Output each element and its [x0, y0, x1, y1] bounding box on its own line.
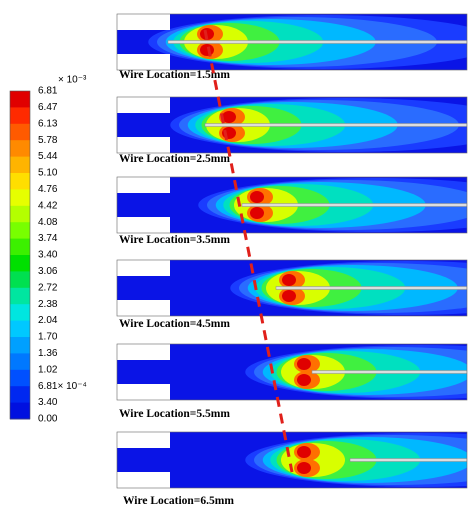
contour-panel [117, 344, 467, 400]
panel-caption: Wire Location=6.5mm [123, 495, 234, 507]
colorbar-band [10, 386, 30, 404]
contour-level [297, 462, 311, 474]
panel-frame [116, 176, 468, 234]
domain-cutout [117, 432, 170, 448]
panel-caption: Wire Location=5.5mm [119, 408, 230, 420]
colorbar-frame [9, 90, 31, 420]
domain-cutout [117, 137, 170, 153]
colorbar-multiplier: × 10⁻³ [58, 75, 87, 86]
contour-level [250, 207, 264, 219]
contour-panel [117, 177, 467, 233]
wire [275, 286, 467, 290]
colorbar-band [10, 173, 30, 190]
wire [349, 458, 467, 462]
colorbar-band [10, 304, 30, 322]
wire [167, 40, 467, 44]
colorbar-label: 4.08 [38, 217, 58, 228]
colorbar-label: 5.78 [38, 135, 58, 146]
colorbar-band [10, 320, 30, 338]
colorbar-label: 1.02 [38, 364, 58, 375]
domain-cutout [117, 177, 170, 193]
colorbar-band [10, 91, 30, 108]
colorbar-band [10, 107, 30, 125]
colorbar-label: 2.38 [38, 299, 58, 310]
colorbar-label: 6.13 [38, 118, 58, 129]
contour-level [297, 374, 311, 386]
colorbar-band [10, 189, 30, 207]
panel-caption: Wire Location=3.5mm [119, 234, 230, 246]
panel-frame [116, 96, 468, 154]
domain-cutout [117, 344, 170, 360]
contour-panel [117, 432, 467, 488]
colorbar-band [10, 205, 30, 223]
wire [204, 123, 467, 127]
colorbar-label: 3.40 [38, 397, 58, 408]
domain-cutout [117, 384, 170, 400]
contour-level [297, 358, 311, 370]
panel-frame [116, 259, 468, 317]
domain-cutout [117, 54, 170, 70]
colorbar-band [10, 238, 30, 256]
colorbar-label: 5.44 [38, 151, 58, 162]
contour-level [222, 111, 236, 123]
panel-frame [116, 13, 468, 71]
wire [241, 203, 467, 207]
colorbar-band [10, 369, 30, 387]
colorbar-label: 5.10 [38, 168, 58, 179]
panel-caption: Wire Location=4.5mm [119, 318, 230, 330]
domain-cutout [117, 14, 170, 30]
colorbar-label: 4.76 [38, 184, 58, 195]
contour-level [282, 290, 296, 302]
domain-cutout [117, 217, 170, 233]
colorbar-label: 1.70 [38, 332, 58, 343]
panel-caption: Wire Location=2.5mm [119, 153, 230, 165]
colorbar-band [10, 123, 30, 141]
colorbar-label: 2.72 [38, 282, 58, 293]
wire-tip-trend-line [203, 29, 294, 473]
panel-frame [116, 343, 468, 401]
colorbar-band [10, 337, 30, 354]
domain-cutout [117, 260, 170, 276]
colorbar-band [10, 255, 30, 272]
contour-level [200, 44, 214, 56]
colorbar-band [10, 140, 30, 158]
colorbar-label: 2.04 [38, 315, 58, 326]
colorbar-label: 3.40 [38, 250, 58, 261]
colorbar: 6.81 6.47 6.13 5.78 5.44 5.10 4.76 4.42 4.08 3.74… [9, 86, 87, 425]
contour-panel [117, 260, 467, 316]
panel-caption: Wire Location=1.5mm [119, 69, 230, 81]
contour-panel [117, 14, 467, 70]
domain-cutout [117, 300, 170, 316]
colorbar-label: 3.74 [38, 233, 58, 244]
colorbar-label: 1.36 [38, 348, 58, 359]
colorbar-label: 3.06 [38, 266, 58, 277]
contour-level [297, 446, 311, 458]
colorbar-label: 0.00 [38, 414, 58, 425]
colorbar-band [10, 156, 30, 174]
contour-level [282, 274, 296, 286]
colorbar-label: 6.47 [38, 102, 58, 113]
contour-panel [117, 97, 467, 153]
colorbar-label: 6.81 [38, 86, 58, 97]
colorbar-band [10, 402, 30, 420]
colorbar-band [10, 287, 30, 305]
colorbar-band [10, 222, 30, 240]
colorbar-band [10, 353, 30, 371]
wire [311, 370, 467, 374]
domain-cutout [117, 472, 170, 488]
colorbar-label: 4.42 [38, 200, 58, 211]
panels: Wire Location=1.5mm Wire Location=2.5mm Wi… [116, 13, 468, 507]
colorbar-band [10, 271, 30, 289]
contour-level [250, 191, 264, 203]
colorbar-label: 6.81× 10⁻⁴ [38, 381, 87, 392]
panel-frame [116, 431, 468, 489]
domain-cutout [117, 97, 170, 113]
